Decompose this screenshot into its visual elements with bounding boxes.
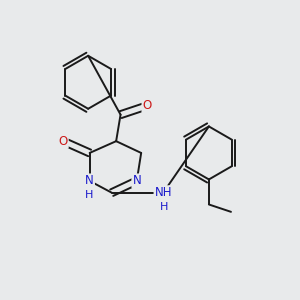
Text: H: H bbox=[85, 190, 93, 200]
Text: N: N bbox=[132, 174, 141, 188]
Text: H: H bbox=[160, 202, 168, 212]
Text: O: O bbox=[58, 135, 68, 148]
Text: N: N bbox=[85, 174, 94, 188]
Text: NH: NH bbox=[154, 186, 172, 199]
Text: O: O bbox=[142, 99, 152, 112]
